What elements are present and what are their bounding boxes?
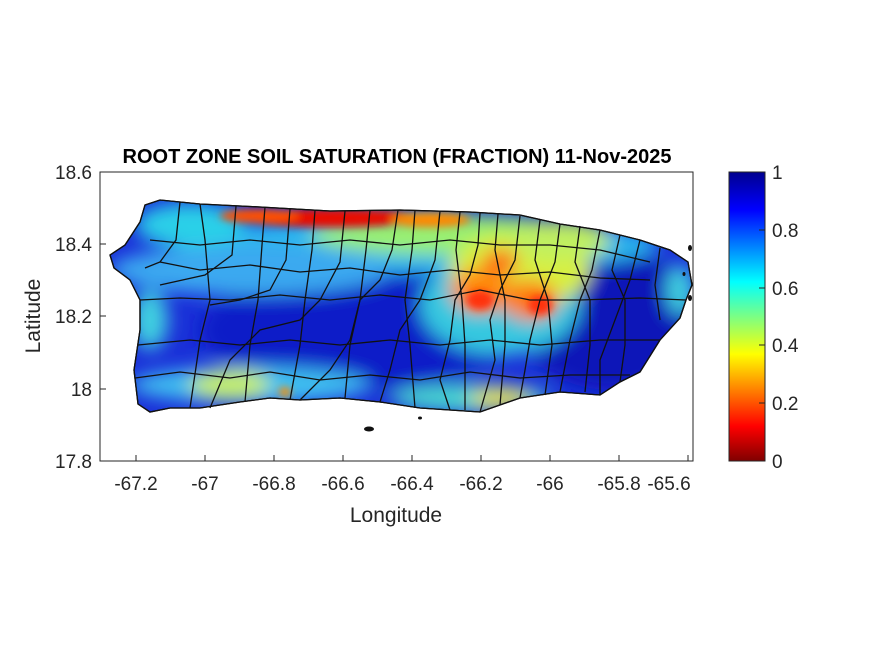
x-tick-label: -67.2 bbox=[114, 474, 157, 495]
x-tick-labels: -67.2 -67 -66.8 -66.6 -66.4 -66.2 -66 -6… bbox=[114, 474, 690, 495]
colorbar-tick-label: 0.8 bbox=[772, 221, 798, 242]
y-tick-label: 18.6 bbox=[55, 163, 92, 184]
colorbar-tick-labels: 1 0.8 0.6 0.4 0.2 0 bbox=[772, 163, 799, 473]
saturation-field bbox=[110, 200, 692, 412]
islets bbox=[364, 245, 692, 432]
x-tick-label: -66.4 bbox=[390, 474, 434, 495]
y-axis-label: Latitude bbox=[22, 279, 45, 354]
x-tick-label: -67 bbox=[191, 474, 218, 495]
x-axis bbox=[135, 455, 689, 461]
y-tick-label: 18 bbox=[71, 380, 92, 401]
colorbar-tick-label: 0.2 bbox=[772, 394, 798, 415]
colorbar-tick-label: 0.4 bbox=[772, 336, 799, 357]
x-tick-label: -66.6 bbox=[321, 474, 364, 495]
x-tick-label: -66.8 bbox=[252, 474, 295, 495]
y-tick-label: 18.2 bbox=[55, 307, 92, 328]
x-tick-label: -65.8 bbox=[597, 474, 640, 495]
x-tick-label: -66 bbox=[536, 474, 563, 495]
x-tick-label: -65.6 bbox=[647, 474, 690, 495]
colorbar-tick-label: 0.6 bbox=[772, 279, 798, 300]
y-tick-label: 18.4 bbox=[55, 235, 92, 256]
x-axis-label: Longitude bbox=[350, 504, 442, 527]
colorbar-tick-label: 0 bbox=[772, 452, 783, 473]
map-title: ROOT ZONE SOIL SATURATION (FRACTION) 11-… bbox=[123, 146, 672, 168]
municipality-boundaries bbox=[109, 199, 693, 413]
colorbar-tick-label: 1 bbox=[772, 163, 783, 184]
colorbar-ticks bbox=[759, 171, 765, 462]
colorbar bbox=[728, 171, 766, 462]
y-tick-labels: 18.6 18.4 18.2 18 17.8 bbox=[55, 163, 92, 473]
y-tick-label: 17.8 bbox=[55, 452, 92, 473]
x-tick-label: -66.2 bbox=[459, 474, 502, 495]
y-axis bbox=[100, 171, 106, 462]
